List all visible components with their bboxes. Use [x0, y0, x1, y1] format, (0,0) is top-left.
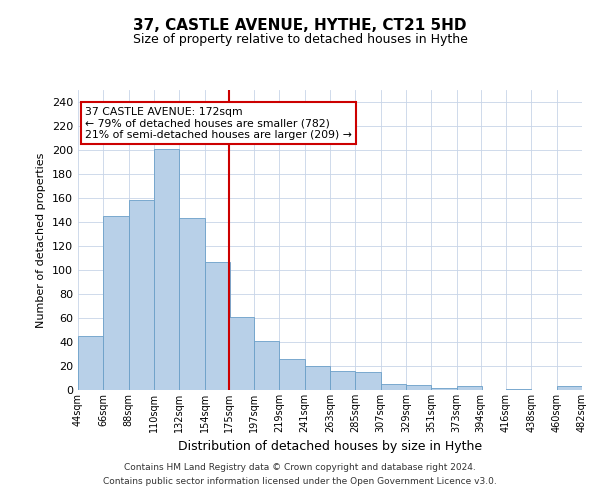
- Bar: [330, 371, 355, 390]
- Text: 37 CASTLE AVENUE: 172sqm
← 79% of detached houses are smaller (782)
21% of semi-: 37 CASTLE AVENUE: 172sqm ← 79% of detach…: [85, 107, 352, 140]
- Text: Contains public sector information licensed under the Open Government Licence v3: Contains public sector information licen…: [103, 477, 497, 486]
- Bar: [179, 218, 205, 390]
- Text: 37, CASTLE AVENUE, HYTHE, CT21 5HD: 37, CASTLE AVENUE, HYTHE, CT21 5HD: [133, 18, 467, 32]
- Bar: [205, 262, 230, 390]
- Bar: [78, 336, 103, 390]
- Bar: [280, 359, 305, 390]
- Bar: [431, 388, 457, 390]
- X-axis label: Distribution of detached houses by size in Hythe: Distribution of detached houses by size …: [178, 440, 482, 454]
- Bar: [457, 386, 482, 390]
- Text: Size of property relative to detached houses in Hythe: Size of property relative to detached ho…: [133, 32, 467, 46]
- Bar: [506, 389, 532, 390]
- Bar: [103, 216, 128, 390]
- Bar: [128, 200, 154, 390]
- Y-axis label: Number of detached properties: Number of detached properties: [37, 152, 46, 328]
- Bar: [154, 149, 179, 390]
- Bar: [380, 384, 406, 390]
- Bar: [406, 385, 431, 390]
- Text: Contains HM Land Registry data © Crown copyright and database right 2024.: Contains HM Land Registry data © Crown c…: [124, 464, 476, 472]
- Bar: [355, 372, 380, 390]
- Bar: [229, 317, 254, 390]
- Bar: [305, 366, 330, 390]
- Bar: [254, 341, 280, 390]
- Bar: [557, 386, 582, 390]
